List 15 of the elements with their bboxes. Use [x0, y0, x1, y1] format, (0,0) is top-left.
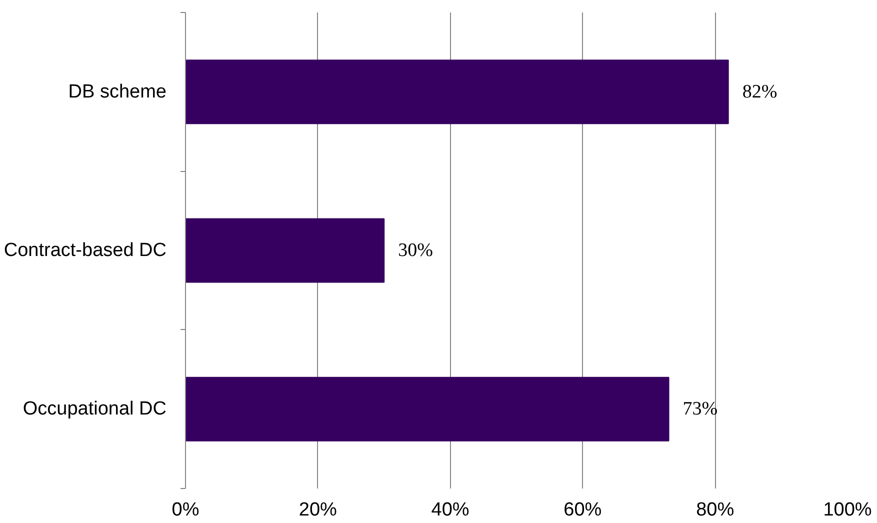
x-tick-label: 60%: [564, 500, 602, 520]
data-label: 73%: [682, 398, 718, 420]
x-tick-label: 0%: [172, 500, 200, 520]
bar: [186, 60, 729, 124]
y-tick-label: DB scheme: [68, 81, 166, 102]
x-tick-label: 100%: [823, 500, 872, 520]
bar: [186, 218, 385, 283]
y-tick-label: Contract-based DC: [4, 240, 166, 261]
bar: [186, 376, 670, 442]
data-label: 82%: [742, 81, 778, 102]
data-label: 30%: [398, 240, 434, 261]
y-tick-label: Occupational DC: [22, 398, 166, 420]
x-tick-label: 80%: [696, 500, 734, 520]
x-tick-label: 20%: [298, 500, 338, 520]
x-tick-label: 40%: [431, 500, 470, 520]
